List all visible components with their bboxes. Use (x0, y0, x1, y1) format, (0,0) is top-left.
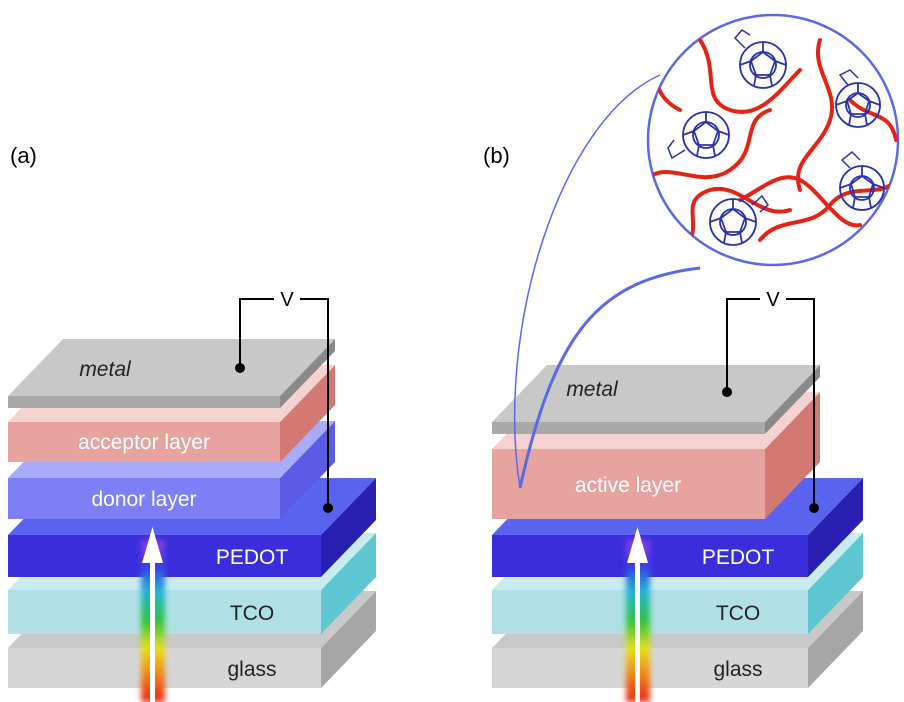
panel-b-label: (b) (483, 143, 510, 168)
metal-label-b: metal (566, 378, 619, 401)
fullerene-3 (835, 69, 881, 128)
pedot-contact-dot-a (323, 503, 333, 513)
tco-label-a: TCO (230, 602, 274, 625)
voltage-label-b: V (766, 289, 780, 311)
voltage-circuit-a (239, 298, 329, 508)
panel-b: (b) glass TCO PEDOT active layer (483, 13, 900, 702)
blend-magnification-bubble (646, 13, 900, 267)
fullerene-4 (839, 150, 885, 211)
fullerene-5 (709, 194, 769, 246)
fullerene-1 (733, 29, 787, 89)
metal-label-a: metal (79, 358, 132, 381)
metal-layer-a: metal (8, 339, 335, 408)
panel-a-label: (a) (10, 143, 37, 168)
fullerene-2 (667, 111, 730, 160)
glass-label-b: glass (713, 658, 762, 681)
polymer-chains (648, 38, 898, 257)
active-label-b: active layer (575, 474, 681, 497)
pedot-label-b: PEDOT (702, 546, 775, 569)
pedot-contact-dot-b (809, 503, 819, 513)
zoom-callout (513, 74, 701, 489)
metal-contact-dot-a (235, 363, 245, 373)
pedot-label-a: PEDOT (216, 546, 289, 569)
metal-contact-dot-b (722, 387, 732, 397)
light-beam-b (626, 527, 650, 702)
fullerene-molecules (667, 29, 885, 246)
voltage-label-a: V (280, 289, 294, 311)
metal-layer-b: metal (492, 365, 820, 434)
acceptor-label-a: acceptor layer (78, 431, 210, 454)
panel-a: (a) glass TCO PEDOT donor layer (8, 143, 376, 702)
voltage-circuit-b (726, 298, 815, 508)
glass-label-a: glass (227, 658, 276, 681)
donor-label-a: donor layer (91, 488, 196, 511)
light-beam-a (141, 527, 165, 702)
tco-label-b: TCO (716, 602, 760, 625)
